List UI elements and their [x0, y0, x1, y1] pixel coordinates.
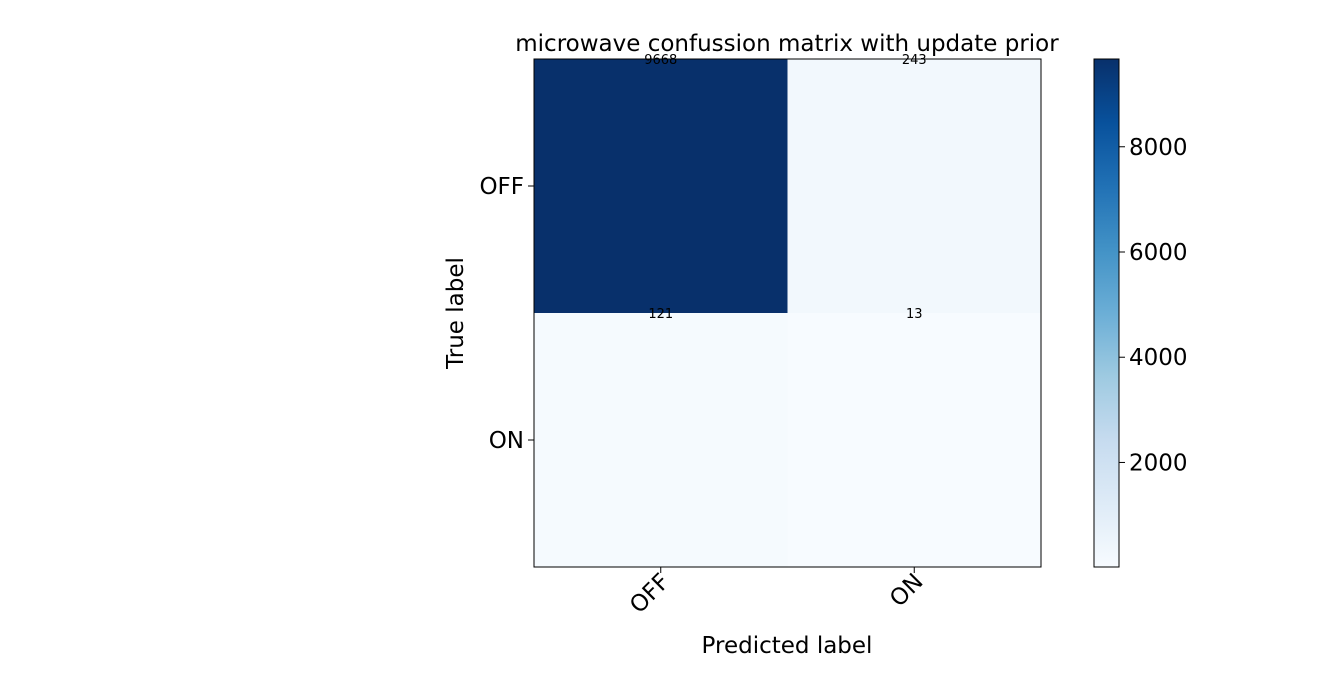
heatmap-cell	[534, 59, 788, 314]
colorbar-tick-label: 6000	[1129, 240, 1188, 266]
x-tick-label: OFF	[625, 569, 675, 619]
cell-value-label: 243	[902, 53, 927, 68]
colorbar-tick-label: 4000	[1129, 345, 1188, 371]
plot-frame	[533, 58, 1042, 568]
y-tick-label: OFF	[479, 174, 524, 200]
cell-value-label: 9668	[644, 53, 677, 68]
cell-value-labels: 9668 243 121 13	[644, 53, 926, 322]
colorbar	[1093, 58, 1120, 568]
x-axis-label: Predicted label	[702, 633, 873, 659]
colorbar-tick-label: 2000	[1129, 450, 1188, 476]
colorbar-ticks: 2000 4000 6000 8000	[1119, 135, 1188, 476]
y-tick-label: ON	[489, 428, 524, 454]
chart-title: microwave confussion matrix with update …	[515, 31, 1059, 57]
heatmap-cell	[787, 313, 1042, 568]
y-axis-ticks: OFF ON	[479, 174, 534, 454]
heatmap-cell	[787, 59, 1042, 314]
heatmap-cell	[534, 313, 788, 568]
cell-value-label: 13	[906, 307, 923, 322]
x-tick-label: ON	[885, 569, 928, 612]
y-axis-label: True label	[443, 257, 469, 370]
colorbar-tick-label: 8000	[1129, 135, 1188, 161]
x-axis-ticks: OFF ON	[625, 567, 928, 619]
cell-value-label: 121	[648, 307, 673, 322]
heatmap-cells	[534, 59, 1042, 568]
